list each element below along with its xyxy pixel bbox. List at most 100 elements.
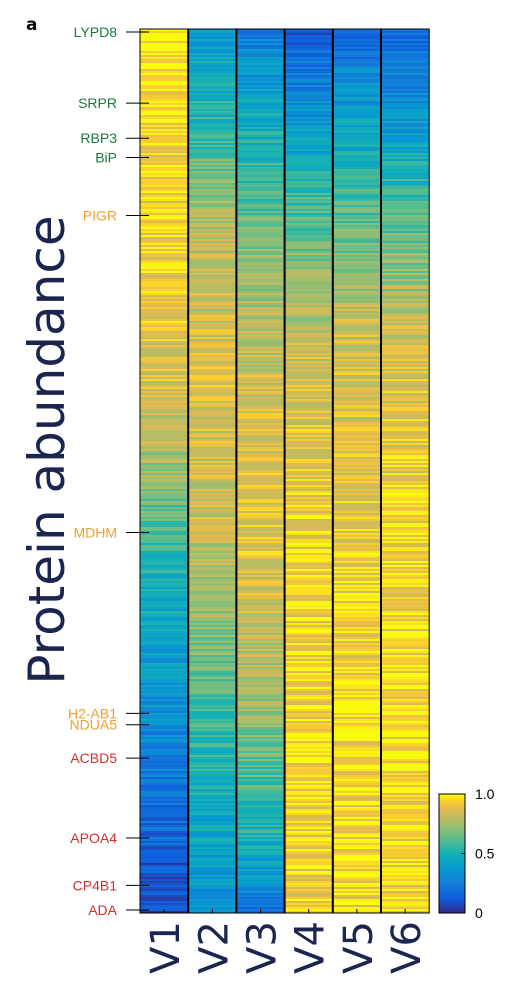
heatmap-cell [381,785,430,788]
heatmap-cell [332,191,381,194]
heatmap-cell [284,341,333,344]
heatmap-cell [236,587,285,590]
heatmap-cell [188,67,237,70]
heatmap-cell [284,171,333,174]
heatmap-cell [332,483,381,486]
heatmap-cell [140,383,189,386]
heatmap-cell [236,679,285,682]
heatmap-cell [188,611,237,614]
heatmap-cell [284,541,333,544]
heatmap-cell [188,555,237,558]
heatmap-cell [188,47,237,50]
heatmap-cell [236,207,285,210]
heatmap-cell [284,839,333,842]
heatmap-cell [188,437,237,440]
heatmap-cell [332,177,381,180]
heatmap-cell [236,107,285,110]
heatmap-cell [236,751,285,754]
heatmap-cell [284,611,333,614]
heatmap-cell [332,719,381,722]
heatmap-cell [188,889,237,892]
heatmap-cell [188,807,237,810]
heatmap-cell [381,621,430,624]
heatmap-cell [284,101,333,104]
heatmap-cell [332,95,381,98]
heatmap-cell [140,71,189,74]
heatmap-cell [284,655,333,658]
heatmap-cell [332,681,381,684]
heatmap-cell [236,457,285,460]
heatmap-cell [236,127,285,130]
heatmap-cell [332,457,381,460]
heatmap-cell [140,757,189,760]
heatmap-cell [236,145,285,148]
heatmap-cell [140,727,189,730]
heatmap-cell [284,47,333,50]
heatmap-cell [332,801,381,804]
heatmap-cell [188,779,237,782]
heatmap-cell [381,205,430,208]
heatmap-cell [284,907,333,910]
heatmap-cell [236,271,285,274]
heatmap-cell [236,605,285,608]
heatmap-cell [140,247,189,250]
heatmap-cell [188,195,237,198]
heatmap-cell [284,753,333,756]
heatmap-cell [284,559,333,562]
heatmap-cell [332,169,381,172]
heatmap-cell [188,453,237,456]
heatmap-cell [188,357,237,360]
heatmap-cell [381,545,430,548]
heatmap-cell [332,129,381,132]
heatmap-cell [332,633,381,636]
heatmap-cell [381,249,430,252]
heatmap-cell [381,425,430,428]
heatmap-cell [188,613,237,616]
heatmap-cell [140,65,189,68]
heatmap-cell [284,109,333,112]
heatmap-cell [188,703,237,706]
heatmap-cell [332,839,381,842]
heatmap-cell [188,495,237,498]
heatmap-cell [381,163,430,166]
heatmap-cell [188,447,237,450]
heatmap-cell [332,37,381,40]
heatmap-cell [236,723,285,726]
heatmap-cell [332,599,381,602]
heatmap-cell [332,813,381,816]
heatmap-cell [140,773,189,776]
heatmap-cell [284,267,333,270]
heatmap-cell [188,579,237,582]
heatmap-cell [381,275,430,278]
heatmap-cell [188,341,237,344]
heatmap-cell [284,583,333,586]
heatmap-cell [381,113,430,116]
heatmap-cell [284,283,333,286]
heatmap-cell [381,825,430,828]
heatmap-cell [188,69,237,72]
heatmap-cell [284,751,333,754]
heatmap-cell [236,789,285,792]
heatmap-cell [236,443,285,446]
heatmap-cell [140,251,189,254]
heatmap-cell [188,145,237,148]
heatmap-cell [381,465,430,468]
heatmap-cell [188,187,237,190]
heatmap-cell [284,571,333,574]
heatmap-cell [381,175,430,178]
heatmap-cell [188,559,237,562]
heatmap-cell [332,853,381,856]
heatmap-cell [188,121,237,124]
heatmap-cell [236,325,285,328]
heatmap-cell [332,471,381,474]
heatmap-cell [381,411,430,414]
heatmap-cell [188,575,237,578]
heatmap-cell [381,327,430,330]
heatmap-cell [284,481,333,484]
heatmap-cell [188,855,237,858]
heatmap-cell [332,441,381,444]
heatmap-cell [140,685,189,688]
heatmap-cell [140,547,189,550]
heatmap-cell [284,641,333,644]
colorbar-gradient [438,793,466,914]
